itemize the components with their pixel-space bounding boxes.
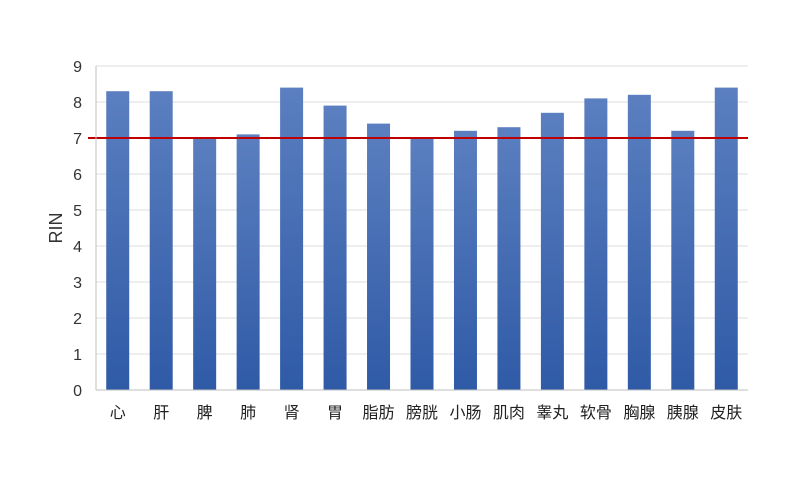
- y-tick-label: 9: [73, 59, 82, 76]
- x-category-label: 脾: [197, 403, 213, 422]
- y-tick-label: 2: [73, 311, 82, 328]
- y-tick-label: 4: [73, 239, 82, 256]
- x-category-label: 胃: [327, 403, 343, 422]
- x-category-labels: 心 肝 脾 肺 肾 胃 脂肪 膀胱 小肠 肌肉 睾丸 软骨 胸腺 胰腺 皮肤: [110, 403, 743, 422]
- y-tick-label: 7: [73, 131, 82, 148]
- bar: [497, 127, 521, 390]
- bar: [453, 130, 477, 391]
- x-category-label: 皮肤: [710, 403, 742, 422]
- y-tick-label: 6: [73, 167, 82, 184]
- y-tick-labels: 0 1 2 3 4 5 6 7 8 9: [73, 59, 82, 400]
- x-category-label: 睾丸: [536, 403, 568, 422]
- bar: [714, 87, 738, 390]
- x-category-label: 肌肉: [493, 403, 525, 422]
- bar: [193, 138, 217, 390]
- x-category-label: 心: [110, 403, 126, 422]
- x-category-label: 肾: [284, 403, 300, 422]
- y-axis-title: RIN: [46, 213, 66, 244]
- x-category-label: 软骨: [580, 403, 612, 422]
- bar: [367, 123, 391, 390]
- bar: [149, 91, 173, 390]
- x-category-label: 胰腺: [667, 403, 699, 422]
- bar: [280, 87, 304, 390]
- bar: [323, 105, 347, 390]
- bars: [106, 87, 738, 391]
- y-tick-label: 3: [73, 275, 82, 292]
- x-category-label: 肝: [153, 403, 169, 422]
- y-tick-label: 1: [73, 347, 82, 364]
- bar: [627, 94, 651, 391]
- y-tick-label: 0: [73, 383, 82, 400]
- bar: [106, 91, 130, 390]
- x-category-label: 胸腺: [623, 403, 655, 422]
- y-tick-label: 8: [73, 95, 82, 112]
- x-category-label: 脂肪: [363, 403, 395, 422]
- bar: [671, 130, 695, 391]
- x-category-label: 肺: [240, 403, 256, 422]
- bar: [410, 138, 434, 390]
- bar: [584, 98, 608, 391]
- axes: [95, 66, 748, 391]
- bar: [540, 112, 564, 391]
- x-category-label: 小肠: [449, 403, 481, 422]
- y-tick-label: 5: [73, 203, 82, 220]
- bar: [236, 134, 260, 390]
- x-category-label: 膀胱: [406, 403, 438, 422]
